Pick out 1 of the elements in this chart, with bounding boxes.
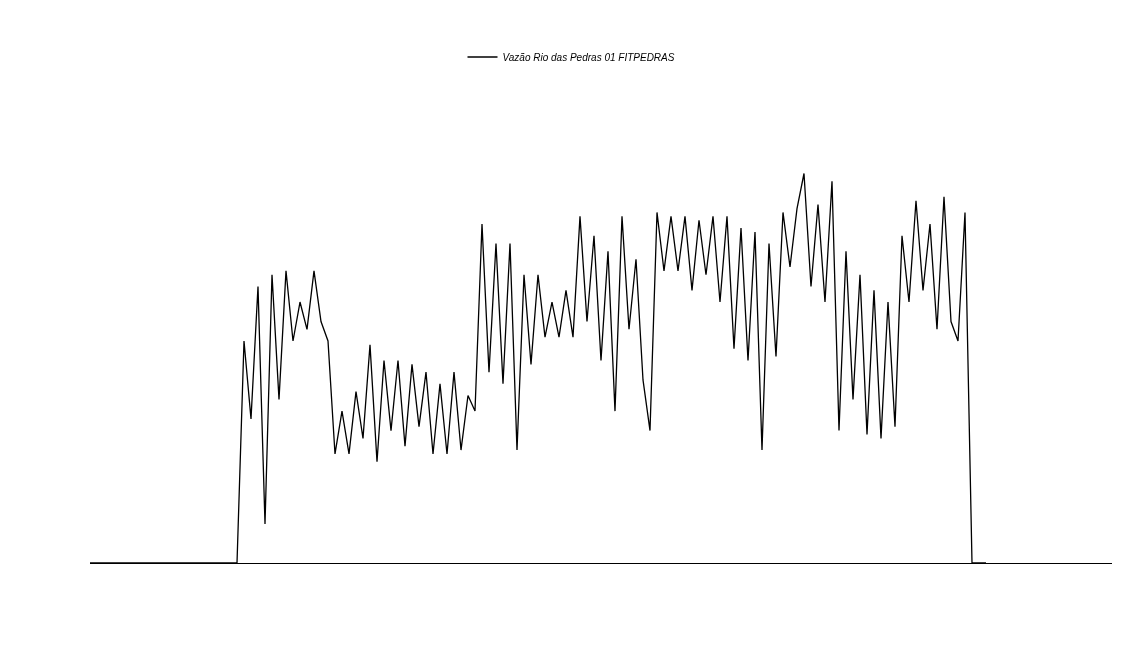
legend-label: Vazão Rio das Pedras 01 FITPEDRAS (502, 51, 675, 63)
